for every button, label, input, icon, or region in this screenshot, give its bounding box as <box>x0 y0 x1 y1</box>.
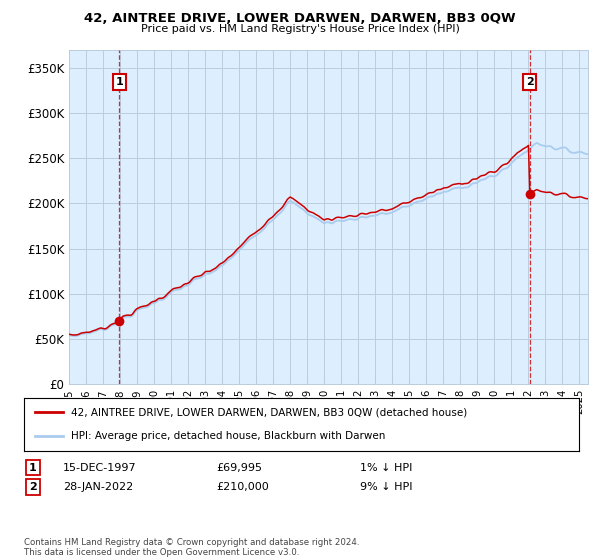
Text: Contains HM Land Registry data © Crown copyright and database right 2024.
This d: Contains HM Land Registry data © Crown c… <box>24 538 359 557</box>
Text: 1: 1 <box>29 463 37 473</box>
Text: 9% ↓ HPI: 9% ↓ HPI <box>360 482 413 492</box>
Text: HPI: Average price, detached house, Blackburn with Darwen: HPI: Average price, detached house, Blac… <box>71 431 386 441</box>
Text: £69,995: £69,995 <box>216 463 262 473</box>
Text: 2: 2 <box>29 482 37 492</box>
Text: 42, AINTREE DRIVE, LOWER DARWEN, DARWEN, BB3 0QW: 42, AINTREE DRIVE, LOWER DARWEN, DARWEN,… <box>84 12 516 25</box>
Text: 1: 1 <box>115 77 123 87</box>
Text: Price paid vs. HM Land Registry's House Price Index (HPI): Price paid vs. HM Land Registry's House … <box>140 24 460 34</box>
Text: 2: 2 <box>526 77 533 87</box>
Text: 15-DEC-1997: 15-DEC-1997 <box>63 463 137 473</box>
Text: £210,000: £210,000 <box>216 482 269 492</box>
Text: 42, AINTREE DRIVE, LOWER DARWEN, DARWEN, BB3 0QW (detached house): 42, AINTREE DRIVE, LOWER DARWEN, DARWEN,… <box>71 408 467 418</box>
Text: 1% ↓ HPI: 1% ↓ HPI <box>360 463 412 473</box>
Text: 28-JAN-2022: 28-JAN-2022 <box>63 482 133 492</box>
